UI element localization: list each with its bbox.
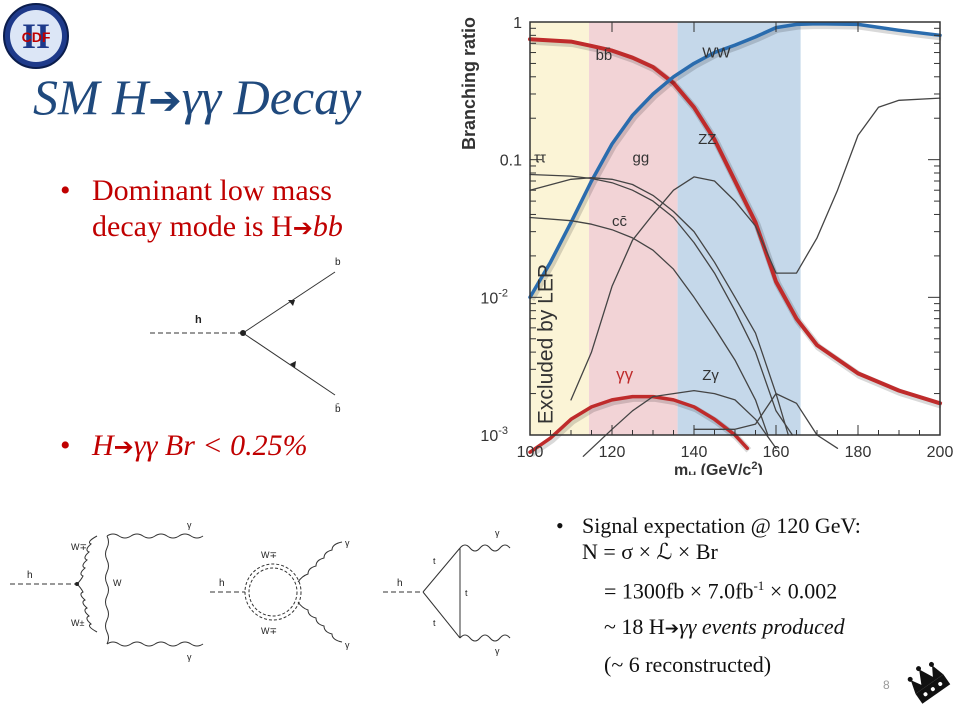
- series-line-4: [529, 177, 789, 436]
- fey-b-label: b: [335, 257, 341, 268]
- series-label-2: ZZ: [698, 131, 716, 148]
- y-tick-label: 10-3: [480, 425, 508, 445]
- feynman-h-bb: h b b̄: [150, 257, 341, 415]
- series-line-6: [528, 394, 750, 454]
- bullet1-line2-text: decay mode is H: [92, 210, 293, 243]
- x-axis-label: mH (GeV/c2): [674, 460, 763, 475]
- logo-text: CDF: [22, 29, 51, 45]
- d2-g1-label: γ: [345, 538, 350, 548]
- d1-g2-label: γ: [187, 652, 192, 662]
- x-tick-label: 160: [763, 444, 790, 461]
- arrow-icon: ➔: [148, 78, 182, 124]
- x-tick-label: 200: [927, 444, 954, 461]
- series-line-5: [529, 216, 769, 436]
- series-label-3: ττ: [534, 150, 546, 167]
- series-label-5: cc̄: [612, 213, 628, 230]
- d3-g1-label: γ: [495, 528, 500, 538]
- signal-line1: Signal expectation @ 120 GeV:: [582, 513, 861, 538]
- x-tick-label: 100: [517, 444, 544, 461]
- signal-line4-b: γγ events produced: [679, 614, 845, 640]
- bullet-dot-icon: •: [60, 174, 71, 207]
- band-label-lep: Excluded by LEP: [535, 264, 558, 424]
- series-line-0: [528, 37, 942, 406]
- bullet-dot-icon: •: [60, 429, 71, 462]
- d2-w3-label: W∓: [261, 626, 277, 636]
- band-1: [589, 22, 678, 435]
- arrow-icon: ➔: [113, 433, 134, 461]
- d2-w1-label: W∓: [261, 550, 277, 560]
- logo-letter: II: [22, 16, 50, 56]
- d2-g2-label: γ: [345, 640, 350, 650]
- bullet-dominant-mode: • Dominant low mass decay mode is H➔bb: [60, 173, 343, 246]
- series-line-7: [582, 389, 777, 457]
- arrow-icon: ➔: [292, 214, 313, 242]
- signal-line2: N = σ × ℒ × Br: [582, 539, 718, 564]
- bullet1-line2: decay mode is H➔bb: [92, 209, 343, 246]
- series-line-1: [528, 22, 942, 300]
- feynman-h-gg-diagrams: h W∓ W W± γ γ h W∓ W∓ γ γ h t t t γ γ: [10, 520, 511, 662]
- d3-t3-label: t: [433, 618, 436, 628]
- series-line-3: [529, 173, 794, 436]
- x-tick-label: 140: [681, 444, 708, 461]
- y-tick-label: 10-2: [480, 287, 508, 307]
- d3-t1-label: t: [433, 556, 436, 566]
- d1-h-label: h: [27, 570, 33, 581]
- feynman-w-loop-triangle: h W∓ W W± γ γ: [10, 520, 204, 662]
- title-suffix: γγ Decay: [181, 69, 362, 125]
- signal-line5: (~ 6 reconstructed): [604, 652, 772, 678]
- bullet2-text: γγ Br < 0.25%: [133, 429, 308, 462]
- arrow-icon: ➔: [664, 619, 680, 640]
- bullet1-line1: Dominant low mass: [92, 174, 332, 207]
- y-tick-label: 1: [513, 15, 522, 32]
- d1-w3-label: W±: [71, 618, 84, 628]
- band-2: [677, 22, 801, 435]
- d2-h-label: h: [219, 578, 225, 589]
- x-tick-label: 180: [845, 444, 872, 461]
- d1-w1-label: W∓: [71, 542, 87, 552]
- page-title: SM H➔γγ Decay: [33, 68, 361, 126]
- bullet-gg-br: • H➔γγ Br < 0.25%: [60, 428, 308, 465]
- title-prefix: SM H: [33, 69, 149, 125]
- series-label-0: bb̄: [596, 47, 613, 64]
- feynman-w-loop-bubble: h W∓ W∓ γ γ: [210, 538, 350, 650]
- branching-ratio-chart: 100 120 140 160 180 200 1 0.1 10-2 10-3 bb̄ WW ZZ ττ…: [459, 15, 954, 475]
- d3-t2-label: t: [465, 588, 468, 598]
- series-label-1: WW: [702, 45, 731, 62]
- signal-line4-a: ~ 18 H: [604, 614, 665, 640]
- series-label-6: γγ: [616, 365, 634, 384]
- signal-line3-sup: -1: [753, 578, 765, 593]
- band-0: [530, 22, 590, 435]
- bullet1-bb: bb: [312, 210, 343, 243]
- bullet2-h: H: [92, 429, 114, 462]
- d1-g1-label: γ: [187, 520, 192, 530]
- series-line-2: [570, 97, 941, 401]
- series-shadow-1: [528, 22, 942, 301]
- cdf-logo: II CDF: [2, 2, 70, 70]
- y-axis-label: Branching ratio: [459, 17, 479, 150]
- d1-w2-label: W: [113, 578, 122, 588]
- signal-line3-a: = 1300fb × 7.0fb: [604, 578, 754, 604]
- signal-line3-b: × 0.002: [764, 578, 838, 604]
- signal-expectation: • Signal expectation @ 120 GeV: N = σ × …: [556, 513, 952, 678]
- bullet-dot-icon: •: [556, 513, 564, 538]
- x-tick-label: 120: [599, 444, 626, 461]
- signal-line3: = 1300fb × 7.0fb-1 × 0.002: [582, 573, 952, 604]
- y-tick-label: 0.1: [500, 153, 522, 170]
- series-label-4: gg: [633, 150, 650, 167]
- fey-bbar-label: b̄: [335, 402, 341, 415]
- d3-g2-label: γ: [495, 646, 500, 656]
- d3-h-label: h: [397, 578, 403, 589]
- fey-h-label: h: [195, 314, 202, 326]
- series-label-7: Zγ: [702, 367, 719, 384]
- feynman-top-loop: h t t t γ γ: [383, 528, 511, 656]
- signal-line4: ~ 18 H➔γγ events produced: [582, 614, 952, 642]
- crown-logo-icon: [907, 661, 951, 704]
- page-number: 8: [883, 678, 890, 692]
